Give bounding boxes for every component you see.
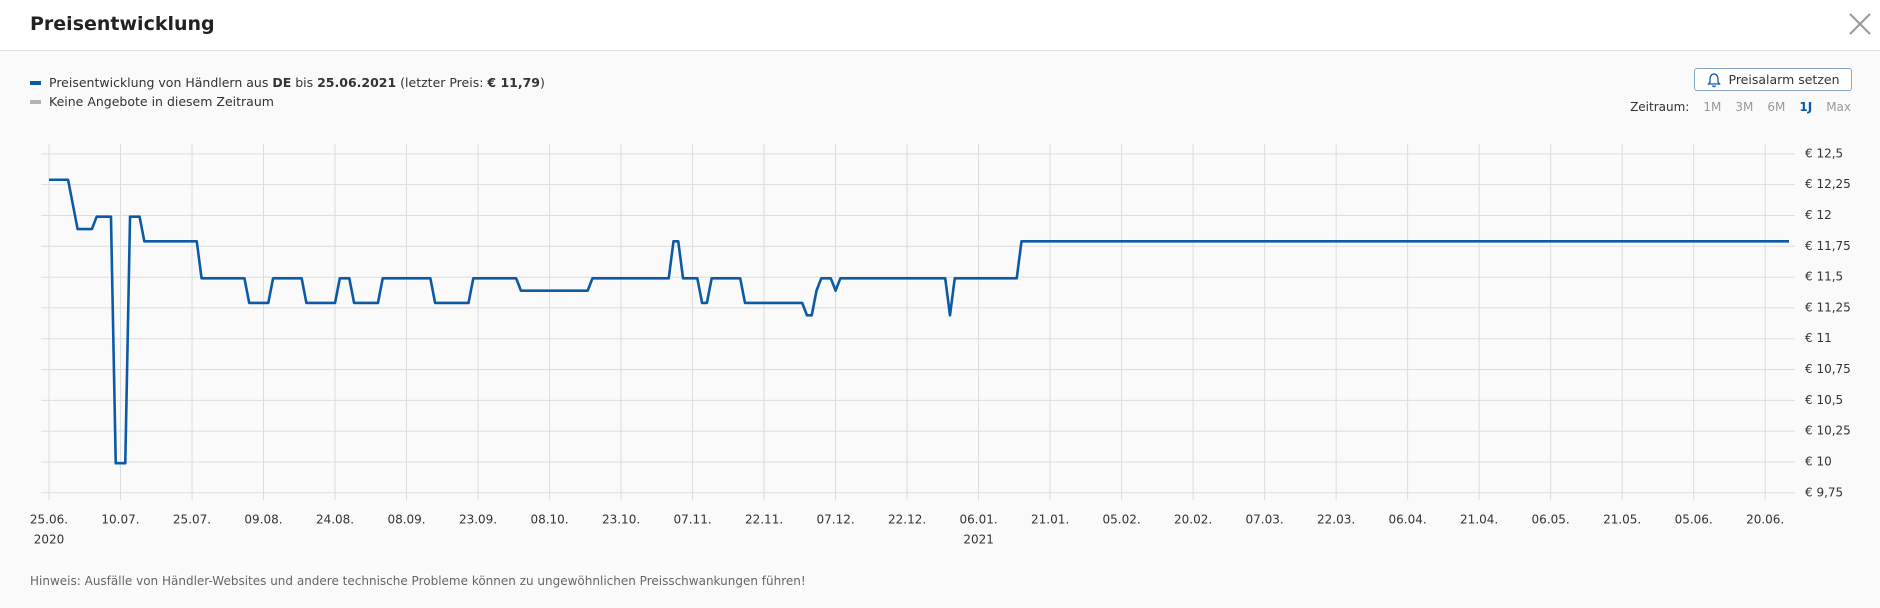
x-tick-label: 22.11. [745, 513, 783, 527]
note: Hinweis: Ausfälle von Händler-Websites u… [30, 574, 806, 588]
x-tick-label: 21.05. [1603, 513, 1641, 527]
x-tick-label: 22.03. [1317, 513, 1355, 527]
legend-text: Preisentwicklung von Händlern aus [49, 75, 273, 90]
x-tick-label: 21.01. [1031, 513, 1069, 527]
legend-text: (letzter Preis: [396, 75, 488, 90]
legend-text: ) [540, 75, 545, 90]
y-tick-label: € 9,75 [1805, 485, 1843, 499]
legend-swatch [30, 99, 41, 104]
price-line [49, 178, 1789, 465]
button-label: Preisalarm setzen [1728, 72, 1840, 87]
x-tick-label: 23.09. [459, 513, 497, 527]
x-tick-label: 06.04. [1389, 513, 1427, 527]
legend-entry: Keine Angebote in diesem Zeitraum [30, 94, 274, 109]
y-tick-label: € 12,5 [1805, 146, 1843, 160]
x-tick-label: 23.10. [602, 513, 640, 527]
x-tick-label: 07.03. [1246, 513, 1284, 527]
period-option[interactable]: Max [1826, 100, 1851, 114]
period-selector: Zeitraum: 1M 3M 6M 1J Max [1630, 100, 1851, 114]
legend-text: bis [291, 75, 318, 90]
x-tick-label: 07.12. [816, 513, 854, 527]
y-tick-label: € 10,75 [1805, 362, 1851, 376]
x-tick-label: 24.08. [316, 513, 354, 527]
x-tick-year: 2020 [34, 533, 65, 547]
x-tick-label: 25.06. [30, 513, 68, 527]
x-tick-label: 21.04. [1460, 513, 1498, 527]
x-tick-label: 09.08. [244, 513, 282, 527]
legend-text: € 11,79 [487, 75, 541, 90]
x-tick-label: 10.07. [101, 513, 139, 527]
x-tick-year: 2021 [963, 533, 994, 547]
x-tick-label: 25.07. [173, 513, 211, 527]
x-tick-label: 06.05. [1532, 513, 1570, 527]
x-tick-label: 05.02. [1103, 513, 1141, 527]
legend-entry: Preisentwicklung von Händlern aus DE bis… [30, 75, 545, 90]
y-tick-label: € 11 [1805, 331, 1832, 345]
period-option[interactable]: 3M [1735, 100, 1754, 114]
period-label: Zeitraum: [1630, 100, 1690, 114]
y-tick-label: € 10,25 [1805, 424, 1851, 438]
bell-icon [1706, 72, 1721, 87]
dialog-header: Preisentwicklung [0, 0, 1880, 51]
y-tick-label: € 11,25 [1805, 300, 1851, 314]
x-tick-label: 05.06. [1675, 513, 1713, 527]
x-tick-label: 22.12. [888, 513, 926, 527]
x-tick-label: 08.09. [387, 513, 425, 527]
legend-text: Keine Angebote in diesem Zeitraum [49, 94, 274, 109]
legend-swatch [30, 80, 41, 85]
x-tick-label: 07.11. [673, 513, 711, 527]
period-option[interactable]: 6M [1767, 100, 1786, 114]
close-button[interactable] [1848, 12, 1872, 36]
x-tick-label: 20.02. [1174, 513, 1212, 527]
x-tick-label: 20.06. [1746, 513, 1784, 527]
legend-text: 25.06.2021 [317, 75, 397, 90]
price-alert-button[interactable]: Preisalarm setzen [1694, 68, 1852, 91]
y-tick-label: € 12,25 [1805, 177, 1851, 191]
y-tick-label: € 10,5 [1805, 393, 1843, 407]
period-option[interactable]: 1J [1799, 100, 1813, 114]
period-option[interactable]: 1M [1703, 100, 1722, 114]
x-tick-label: 08.10. [530, 513, 568, 527]
x-tick-label: 06.01. [960, 513, 998, 527]
y-tick-label: € 10 [1805, 454, 1832, 468]
y-tick-label: € 11,75 [1805, 239, 1851, 253]
dialog-title: Preisentwicklung [30, 13, 215, 35]
legend-text: DE [272, 75, 292, 90]
y-tick-label: € 11,5 [1805, 270, 1843, 284]
y-tick-label: € 12 [1805, 208, 1832, 222]
